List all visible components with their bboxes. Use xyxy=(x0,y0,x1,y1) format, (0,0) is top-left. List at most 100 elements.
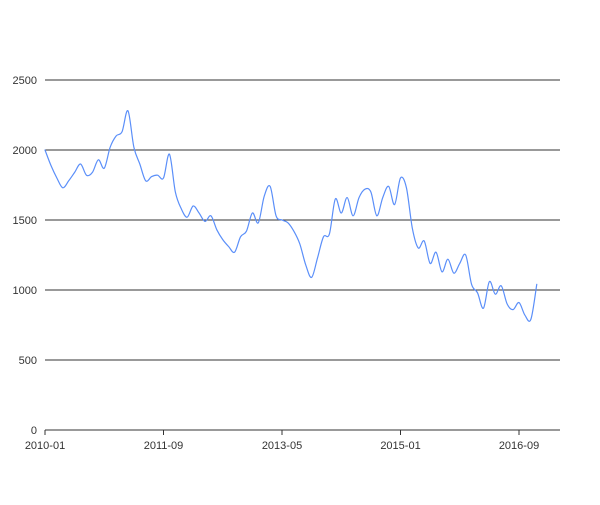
data-point xyxy=(393,203,397,207)
data-point xyxy=(120,130,124,134)
data-point xyxy=(310,275,314,279)
data-point xyxy=(511,308,515,312)
data-point xyxy=(487,280,491,284)
data-point xyxy=(132,145,136,149)
data-point xyxy=(244,229,248,233)
data-point xyxy=(470,282,474,286)
grid-lines xyxy=(45,79,560,361)
y-tick-label: 500 xyxy=(19,355,37,367)
data-point xyxy=(209,214,213,218)
data-point xyxy=(250,211,254,215)
data-point xyxy=(499,284,503,288)
data-point xyxy=(239,235,243,239)
data-point xyxy=(381,196,385,200)
data-point xyxy=(464,253,468,257)
data-point xyxy=(73,170,77,174)
data-point xyxy=(84,173,88,177)
data-point xyxy=(114,134,118,138)
data-point xyxy=(357,196,361,200)
y-tick-label: 1500 xyxy=(13,215,37,227)
data-point xyxy=(304,263,308,267)
x-tick-label: 2016-09 xyxy=(499,440,539,452)
data-point xyxy=(43,148,47,152)
data-point xyxy=(49,163,53,167)
data-point xyxy=(162,176,166,180)
data-point xyxy=(428,261,432,265)
data-point xyxy=(446,257,450,261)
data-point xyxy=(321,235,325,239)
data-point xyxy=(333,197,337,201)
data-point xyxy=(102,166,106,170)
data-point xyxy=(523,313,527,317)
series-line-0 xyxy=(44,110,538,322)
x-tick-label: 2010-01 xyxy=(25,440,65,452)
data-point xyxy=(339,211,343,215)
data-point xyxy=(262,194,266,198)
y-tick-label: 2500 xyxy=(13,75,37,87)
data-point xyxy=(61,186,65,190)
data-point xyxy=(481,306,485,310)
data-point xyxy=(179,207,183,211)
data-point xyxy=(55,176,59,180)
data-point xyxy=(96,158,100,162)
data-point xyxy=(345,196,349,200)
data-point xyxy=(227,245,231,249)
data-point xyxy=(286,221,290,225)
series-layer xyxy=(43,109,539,322)
y-tick-label: 1000 xyxy=(13,285,37,297)
data-point xyxy=(351,214,355,218)
data-point xyxy=(410,226,414,230)
data-point xyxy=(138,162,142,166)
data-point xyxy=(363,187,367,191)
x-axis-tick-labels: 2010-01 2011-09 2013-05 2015-01 2016-09 xyxy=(25,440,539,452)
x-tick-label: 2011-09 xyxy=(144,440,184,452)
y-tick-label: 2000 xyxy=(13,145,37,157)
data-point xyxy=(535,282,539,286)
data-point xyxy=(452,271,456,275)
data-point xyxy=(404,186,408,190)
data-point xyxy=(316,256,320,260)
data-point xyxy=(387,184,391,188)
data-point xyxy=(221,238,225,242)
x-tick-label: 2013-05 xyxy=(262,440,302,452)
data-point xyxy=(173,190,177,194)
data-point xyxy=(298,242,302,246)
data-point xyxy=(67,179,71,183)
data-point xyxy=(144,179,148,183)
data-point xyxy=(150,175,154,179)
data-point xyxy=(458,261,462,265)
data-point xyxy=(90,170,94,174)
data-point xyxy=(476,291,480,295)
data-point xyxy=(156,173,160,177)
data-point xyxy=(197,211,201,215)
data-point xyxy=(327,232,331,236)
data-point xyxy=(375,214,379,218)
data-point xyxy=(529,317,533,321)
data-point xyxy=(203,219,207,223)
data-point xyxy=(108,145,112,149)
data-point xyxy=(292,229,296,233)
data-point xyxy=(416,246,420,250)
data-point xyxy=(369,190,373,194)
data-point xyxy=(399,176,403,180)
data-point xyxy=(517,301,521,305)
data-point xyxy=(215,228,219,232)
data-point xyxy=(191,204,195,208)
data-point xyxy=(493,292,497,296)
y-tick-label: 0 xyxy=(31,425,37,437)
data-point xyxy=(274,214,278,218)
data-point xyxy=(422,239,426,243)
data-point xyxy=(440,270,444,274)
data-point xyxy=(434,250,438,254)
data-point xyxy=(79,162,83,166)
data-point xyxy=(167,152,171,156)
data-point xyxy=(268,184,272,188)
data-point xyxy=(126,109,130,113)
x-axis xyxy=(44,429,560,435)
y-axis-tick-labels: 0 500 1000 1500 2000 2500 xyxy=(13,75,37,437)
data-point xyxy=(280,218,284,222)
data-point xyxy=(185,215,189,219)
data-point xyxy=(505,302,509,306)
